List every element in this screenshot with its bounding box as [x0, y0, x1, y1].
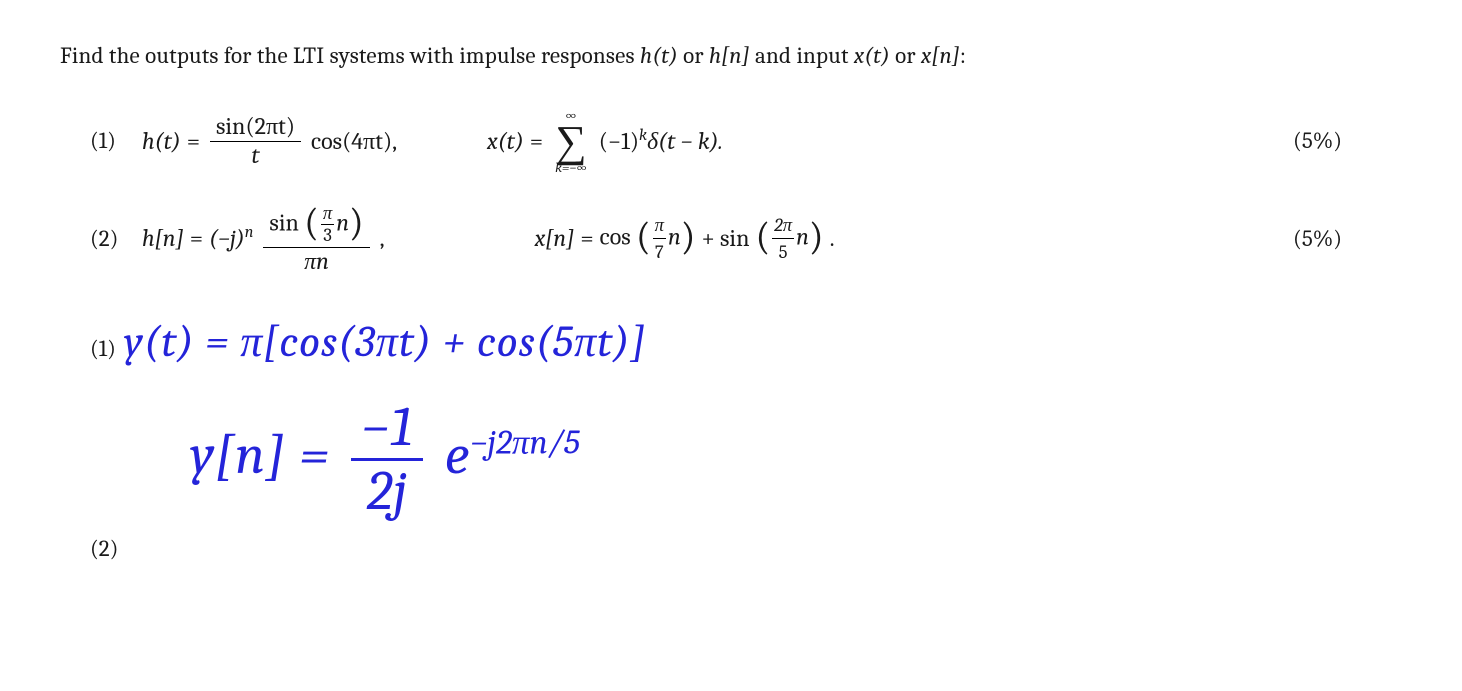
q1-h-expr: h(t) = sin(2πt) t cos(4πt), [142, 113, 397, 169]
answer-2-frac-den: 2j [357, 461, 418, 523]
q1-cos: cos(4πt), [311, 125, 397, 159]
q2-frac-den: πn [298, 248, 335, 276]
q1-x-var: x(t) [487, 125, 524, 159]
q2-sin-den: 3 [321, 225, 334, 247]
answer-2-lhs: y[n] = [190, 423, 343, 487]
q2-negj-base: (−j) [209, 224, 245, 252]
q1-frac-num: sin(2πt) [210, 113, 301, 142]
q2-sin-lead: sin [269, 208, 304, 236]
prompt-xn: x[n] [921, 42, 960, 69]
q2-eq1: = [190, 222, 203, 256]
q1-eq1: = [187, 125, 200, 159]
q2-label: (2) [90, 223, 142, 255]
prompt-or2: or [890, 42, 921, 69]
q2-sin-sfrac: π3 [321, 203, 334, 247]
q1-marks: (5%) [1293, 125, 1342, 157]
rparen-icon: ) [349, 211, 364, 234]
q2-row: (2) h[n] = (−j)n sin (π3n) πn , x[n] = c… [90, 203, 1402, 276]
prompt-and: and input [750, 42, 854, 69]
lparen-icon: ( [636, 225, 651, 248]
q2-negj-exp: n [245, 223, 254, 242]
prompt-hn: h[n] [709, 42, 750, 69]
q2-cos-term: cos (π7n) [600, 212, 696, 265]
answer-1-body: y(t) = π[cos(3πt) + cos(5πt)] [124, 311, 646, 373]
answer-2-e: e [445, 423, 470, 487]
q2-cos-n: n [668, 223, 681, 251]
prompt-xt: x(t) [854, 42, 890, 69]
q1-sum: ∞ ∑ k=−∞ [555, 108, 587, 174]
q2-sin2-sfrac: 2π5 [772, 212, 794, 265]
q2-sin2-den: 5 [777, 239, 790, 265]
answer-2-frac: −1 2j [351, 397, 423, 523]
q1-sum-body: (−1)kδ(t − k). [599, 125, 723, 159]
sigma-icon: ∑ [555, 123, 586, 160]
q1-frac: sin(2πt) t [210, 113, 301, 169]
q1-sum-bot: k=−∞ [555, 161, 587, 175]
rparen-icon: ) [681, 225, 696, 248]
q2-comma: , [380, 222, 385, 256]
q1-sum-body-a: (−1) [599, 127, 639, 155]
q2-frac-num: sin (π3n) [263, 203, 369, 248]
q2-negj: (−j)n [209, 222, 253, 256]
prompt-ht: h(t) [640, 42, 678, 69]
prompt-or1: or [678, 42, 709, 69]
q1-eq2: = [530, 125, 543, 159]
q2-period: . [830, 222, 835, 256]
answer-1-prefix: (1) [90, 333, 116, 365]
q1-frac-den: t [245, 142, 265, 170]
answer-2: y[n] = −1 2j e−j2πn/5 [190, 397, 1402, 523]
q2-frac: sin (π3n) πn [263, 203, 369, 276]
q2-h-var: h[n] [142, 222, 184, 256]
q1-sum-exp: k [639, 126, 647, 145]
q1-sum-body-b: δ(t − k). [647, 127, 723, 155]
answer-1: (1) y(t) = π[cos(3πt) + cos(5πt)] [90, 311, 1402, 373]
lparen-icon: ( [755, 225, 770, 248]
prompt-pre: Find the outputs for the LTI systems wit… [60, 42, 640, 69]
q2-cos-den: 7 [653, 239, 666, 265]
q2-cos-sfrac: π7 [653, 212, 666, 265]
q2-marks: (5%) [1293, 223, 1342, 255]
q2-cos-num: π [653, 212, 666, 239]
q2-sin2-n: n [796, 223, 809, 251]
problem-prompt: Find the outputs for the LTI systems wit… [60, 40, 1402, 72]
q2-sin2-num: 2π [772, 212, 794, 239]
q2-eq2: = [580, 222, 593, 256]
q2-plus-sin: + sin [701, 222, 749, 256]
rparen-icon: ) [809, 225, 824, 248]
lparen-icon: ( [304, 211, 319, 234]
answer-2-exp: −j2πn/5 [470, 422, 580, 462]
prompt-colon: : [960, 42, 966, 69]
q2-sin-num: π [321, 203, 334, 226]
q2-h-expr: h[n] = (−j)n sin (π3n) πn , [142, 203, 385, 276]
q2-sin2-term: (2π5n) [755, 212, 823, 265]
q1-row: (1) h(t) = sin(2πt) t cos(4πt), x(t) = ∞… [90, 108, 1402, 174]
answer-2-prefix: (2) [90, 533, 1402, 565]
q2-x-var: x[n] [535, 222, 575, 256]
q1-h-var: h(t) [142, 125, 181, 159]
q2-x-expr: x[n] = cos (π7n) + sin (2π5n) . [535, 212, 835, 265]
q1-x-expr: x(t) = ∞ ∑ k=−∞ (−1)kδ(t − k). [487, 108, 723, 174]
q2-cos-lead: cos [600, 223, 636, 251]
answer-2-frac-num: −1 [351, 397, 423, 462]
q1-label: (1) [90, 125, 142, 157]
q2-sin-n: n [336, 208, 349, 236]
